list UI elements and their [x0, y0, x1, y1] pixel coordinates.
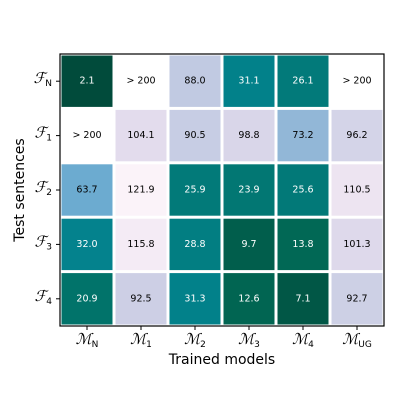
- tick-subscript: UG: [358, 340, 372, 350]
- y-tick-label: ℱ3: [34, 232, 52, 252]
- heatmap-cell: [115, 273, 167, 325]
- heatmap-cell: [169, 164, 221, 216]
- tick-subscript: 2: [200, 340, 206, 350]
- tick-symbol: ℱ: [34, 178, 49, 196]
- tick-subscript: 4: [46, 296, 52, 306]
- tick-subscript: 3: [254, 340, 260, 350]
- cell-label: 73.2: [292, 130, 313, 141]
- cell-label: 96.2: [346, 130, 367, 141]
- cell-label: > 200: [126, 76, 155, 87]
- cell-label: 90.5: [184, 130, 205, 141]
- tick-subscript: 3: [46, 242, 52, 252]
- y-tick-label: ℱ2: [34, 178, 52, 198]
- tick-symbol: ℳ: [184, 330, 202, 348]
- cell-label: 13.8: [292, 239, 313, 250]
- cell-label: 25.6: [292, 185, 313, 196]
- heatmap-cell: [61, 164, 113, 216]
- heatmap-cell: [331, 109, 383, 162]
- tick-symbol: ℱ: [33, 69, 48, 87]
- heatmap-cell: [61, 55, 113, 107]
- y-tick-label: ℱ1: [34, 124, 52, 144]
- heatmap-cell: [223, 55, 275, 107]
- heatmap-cell: [115, 218, 167, 271]
- heatmap-cell: [331, 55, 383, 107]
- tick-symbol: ℳ: [342, 330, 360, 348]
- cell-label: 115.8: [127, 239, 154, 250]
- x-tick-label: ℳ1: [130, 330, 152, 350]
- cell-label: 63.7: [76, 185, 97, 196]
- cell-label: 12.6: [238, 293, 259, 304]
- heatmap-cell: [277, 109, 329, 162]
- tick-symbol: ℱ: [34, 287, 49, 305]
- heatmap-cell: [223, 218, 275, 271]
- cell-label: 98.8: [238, 130, 259, 141]
- cell-label: 101.3: [343, 239, 370, 250]
- cell-label: > 200: [72, 130, 101, 141]
- heatmap-cell: [331, 164, 383, 216]
- tick-symbol: ℱ: [34, 232, 49, 250]
- heatmap-cell: [115, 109, 167, 162]
- cell-label: 92.7: [346, 293, 367, 304]
- cell-label: 31.1: [238, 76, 259, 87]
- cell-label: 20.9: [76, 293, 97, 304]
- heatmap-cell: [277, 273, 329, 325]
- y-tick-label: ℱN: [33, 69, 52, 89]
- tick-symbol: ℳ: [76, 330, 94, 348]
- tick-symbol: ℳ: [292, 330, 310, 348]
- cell-label: 121.9: [127, 185, 154, 196]
- tick-subscript: 1: [46, 133, 52, 143]
- heatmap-cell: [277, 218, 329, 271]
- cell-label: 110.5: [343, 185, 370, 196]
- tick-subscript: 4: [308, 340, 314, 350]
- y-tick-label: ℱ4: [34, 287, 52, 307]
- tick-subscript: N: [45, 79, 52, 89]
- cell-label: 32.0: [76, 239, 97, 250]
- cell-label: 31.3: [184, 293, 205, 304]
- cell-label: 23.9: [238, 185, 259, 196]
- heatmap-cell: [169, 273, 221, 325]
- heatmap-cell: [115, 55, 167, 107]
- heatmap-cell: [169, 218, 221, 271]
- x-tick-label: ℳUG: [342, 330, 372, 350]
- heatmap-cell: [331, 218, 383, 271]
- cell-label: 28.8: [184, 239, 205, 250]
- tick-symbol: ℱ: [34, 124, 49, 142]
- heatmap-cell: [169, 109, 221, 162]
- x-tick-label: ℳ3: [238, 330, 260, 350]
- tick-subscript: 1: [146, 340, 152, 350]
- cell-label: 9.7: [241, 239, 256, 250]
- cell-label: 104.1: [127, 130, 154, 141]
- heatmap-cell: [223, 164, 275, 216]
- cell-label: 25.9: [184, 185, 205, 196]
- x-tick-label: ℳN: [76, 330, 99, 350]
- heatmap-cell: [61, 109, 113, 162]
- heatmap-cell: [277, 55, 329, 107]
- cell-label: 92.5: [130, 293, 151, 304]
- cell-label: 88.0: [184, 76, 205, 87]
- cell-label: 7.1: [295, 293, 310, 304]
- x-tick-label: ℳ4: [292, 330, 314, 350]
- cell-label: 2.1: [79, 76, 94, 87]
- heatmap-cell: [115, 164, 167, 216]
- cell-label: > 200: [342, 76, 371, 87]
- heatmap-cell: [277, 164, 329, 216]
- heatmap-cell: [223, 273, 275, 325]
- x-axis-label: Trained models: [168, 352, 275, 368]
- heatmap-cell: [61, 273, 113, 325]
- heatmap-cell: [223, 109, 275, 162]
- x-tick-label: ℳ2: [184, 330, 206, 350]
- heatmap-cell: [61, 218, 113, 271]
- heatmap-cell: [169, 55, 221, 107]
- tick-symbol: ℳ: [130, 330, 148, 348]
- tick-subscript: 2: [46, 188, 52, 198]
- tick-subscript: N: [92, 340, 99, 350]
- cell-label: 26.1: [292, 76, 313, 87]
- y-axis-label: Test sentences: [12, 138, 28, 242]
- heatmap-cell: [331, 273, 383, 325]
- tick-symbol: ℳ: [238, 330, 256, 348]
